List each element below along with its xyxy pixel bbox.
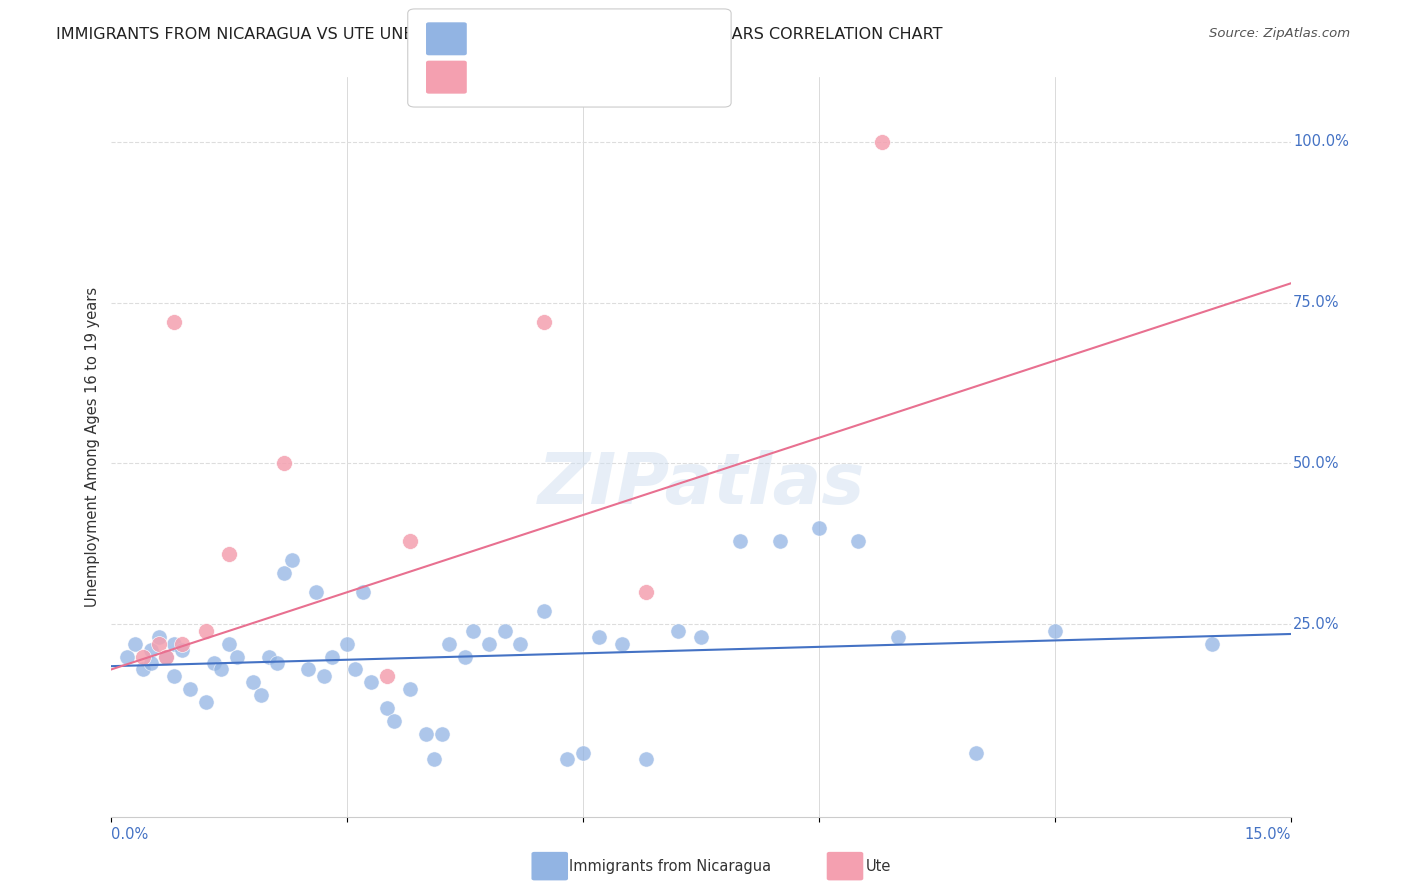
Point	[155, 649, 177, 664]
Text: N =: N =	[562, 31, 595, 45]
Point	[226, 649, 249, 664]
Text: 75.0%: 75.0%	[1294, 295, 1340, 310]
Point	[454, 649, 477, 664]
Point	[115, 649, 138, 664]
Point	[533, 605, 555, 619]
Text: N =: N =	[562, 70, 595, 85]
Point	[273, 566, 295, 580]
Point	[375, 701, 398, 715]
Point	[257, 649, 280, 664]
Point	[399, 681, 422, 696]
Point	[297, 662, 319, 676]
Point	[360, 675, 382, 690]
Text: 15.0%: 15.0%	[1244, 827, 1291, 842]
Point	[533, 315, 555, 329]
Point	[634, 585, 657, 599]
Point	[666, 624, 689, 638]
Point	[846, 533, 869, 548]
Point	[352, 585, 374, 599]
Point	[132, 662, 155, 676]
Point	[194, 624, 217, 638]
Point	[305, 585, 328, 599]
Text: 50.0%: 50.0%	[1294, 456, 1340, 471]
Point	[965, 746, 987, 760]
Point	[218, 637, 240, 651]
Point	[399, 533, 422, 548]
Text: IMMIGRANTS FROM NICARAGUA VS UTE UNEMPLOYMENT AMONG AGES 16 TO 19 YEARS CORRELAT: IMMIGRANTS FROM NICARAGUA VS UTE UNEMPLO…	[56, 27, 943, 42]
Point	[730, 533, 752, 548]
Point	[211, 662, 233, 676]
Text: 0.0%: 0.0%	[111, 827, 149, 842]
Point	[612, 637, 634, 651]
Point	[690, 630, 713, 644]
Text: Source: ZipAtlas.com: Source: ZipAtlas.com	[1209, 27, 1350, 40]
Point	[439, 637, 461, 651]
Text: 58: 58	[598, 31, 619, 45]
Point	[375, 669, 398, 683]
Point	[163, 637, 186, 651]
Point	[163, 669, 186, 683]
Text: R =: R =	[471, 31, 502, 45]
Text: ZIPatlas: ZIPatlas	[537, 450, 865, 519]
Point	[634, 752, 657, 766]
Point	[172, 643, 194, 657]
Point	[344, 662, 367, 676]
Text: Ute: Ute	[866, 859, 891, 873]
Text: R =: R =	[471, 70, 502, 85]
Point	[155, 649, 177, 664]
Point	[494, 624, 516, 638]
Point	[886, 630, 908, 644]
Point	[172, 637, 194, 651]
Point	[163, 315, 186, 329]
Point	[808, 521, 831, 535]
Point	[218, 547, 240, 561]
Point	[132, 649, 155, 664]
Point	[430, 727, 453, 741]
Text: 13: 13	[598, 70, 617, 85]
Text: Immigrants from Nicaragua: Immigrants from Nicaragua	[569, 859, 772, 873]
Text: 100.0%: 100.0%	[1294, 135, 1348, 149]
Point	[321, 649, 343, 664]
Point	[423, 752, 446, 766]
Point	[281, 553, 304, 567]
Point	[557, 752, 579, 766]
Point	[572, 746, 595, 760]
Point	[461, 624, 484, 638]
Point	[148, 637, 170, 651]
Point	[415, 727, 437, 741]
Point	[194, 694, 217, 708]
Point	[242, 675, 264, 690]
Text: 25.0%: 25.0%	[1294, 617, 1340, 632]
Text: 0.080: 0.080	[506, 31, 553, 45]
Point	[124, 637, 146, 651]
Y-axis label: Unemployment Among Ages 16 to 19 years: Unemployment Among Ages 16 to 19 years	[86, 287, 100, 607]
Point	[249, 688, 271, 702]
Point	[139, 656, 162, 670]
Point	[202, 656, 225, 670]
Point	[1043, 624, 1066, 638]
Point	[179, 681, 201, 696]
Point	[509, 637, 531, 651]
Point	[1201, 637, 1223, 651]
Point	[312, 669, 335, 683]
Point	[139, 643, 162, 657]
Point	[870, 135, 893, 149]
Point	[336, 637, 359, 651]
Point	[769, 533, 792, 548]
Text: 0.474: 0.474	[506, 70, 553, 85]
Point	[273, 457, 295, 471]
Point	[588, 630, 610, 644]
Point	[266, 656, 288, 670]
Point	[478, 637, 501, 651]
Point	[384, 714, 406, 728]
Point	[148, 630, 170, 644]
